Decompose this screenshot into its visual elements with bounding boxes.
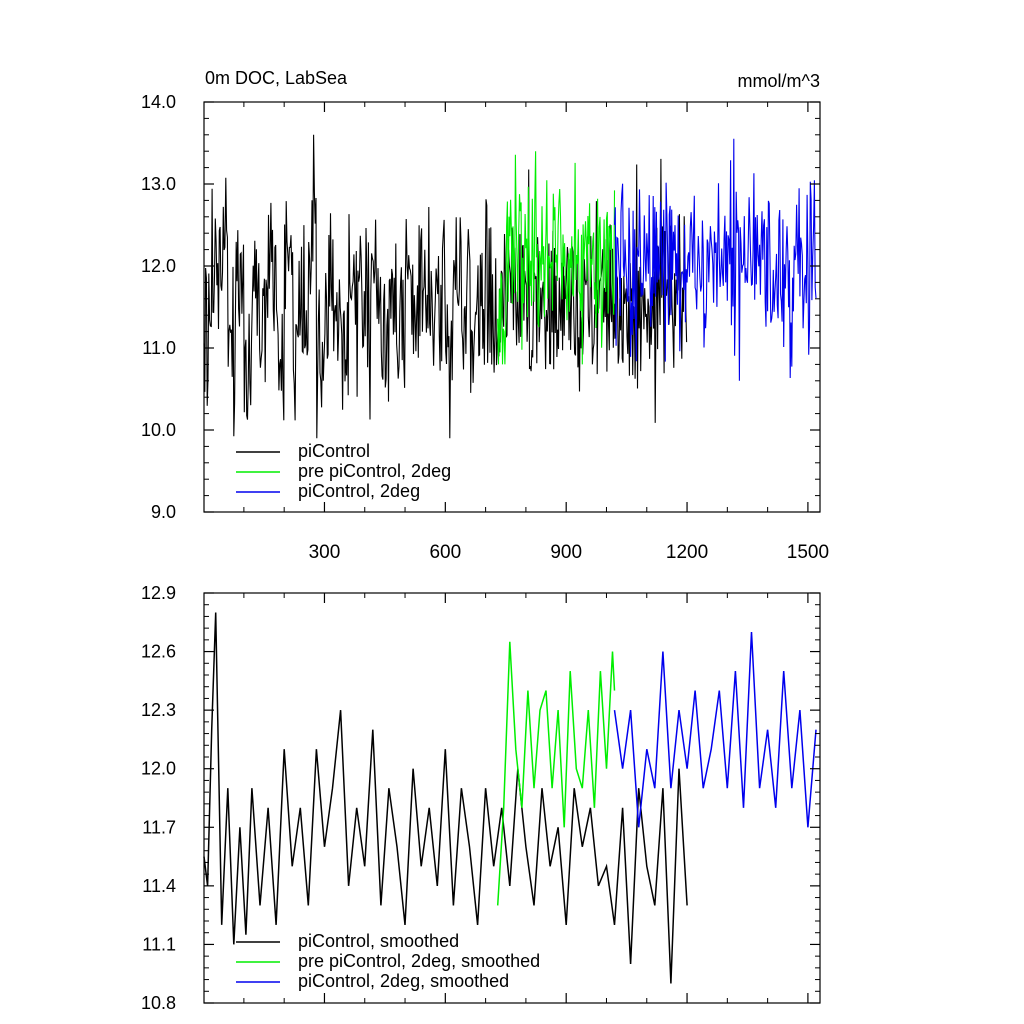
y-tick-label: 11.4: [142, 876, 176, 896]
legend-label: pre piControl, 2deg, smoothed: [298, 951, 540, 971]
legend-label: piControl: [298, 441, 370, 461]
x-tick-label: 300: [309, 542, 341, 563]
series-line-top-1: [497, 151, 616, 365]
x-tick-label: 1500: [787, 542, 829, 563]
y-tick-label: 12.0: [141, 759, 176, 779]
y-tick-label: 11.0: [142, 338, 176, 358]
top-plot-frame: [203, 101, 821, 513]
panel-top: 0m DOC, LabSea mmol/m^3 9.0 10.0 11.0 12.0 1…: [141, 68, 829, 563]
y-tick-label: 14.0: [141, 92, 176, 112]
series-line-bottom-0: [203, 612, 688, 984]
legend-label: piControl, smoothed: [298, 931, 459, 951]
legend-label: piControl, 2deg: [298, 481, 420, 501]
bottom-axis-ticks: 10.8 11.1 11.4 11.7 12.0 12.3 12.6 12.9: [141, 583, 820, 1013]
panel-bottom: 10.8 11.1 11.4 11.7 12.0 12.3 12.6 12.9 piContr…: [141, 583, 821, 1013]
y-tick-label: 12.6: [141, 642, 176, 662]
x-tick-label: 1200: [666, 542, 708, 563]
y-tick-label: 13.0: [141, 174, 176, 194]
series-line-top-2: [613, 138, 817, 381]
chart-title: 0m DOC, LabSea: [205, 68, 348, 88]
bottom-plot-frame: [203, 592, 821, 1004]
legend-label: piControl, 2deg, smoothed: [298, 971, 509, 991]
bottom-series-group: [203, 612, 817, 984]
y-tick-label: 11.7: [142, 817, 176, 837]
units-label: mmol/m^3: [738, 71, 820, 91]
y-tick-label: 12.9: [141, 583, 176, 603]
top-series-group: [203, 134, 817, 439]
y-tick-label: 12.0: [141, 256, 176, 276]
x-tick-label: 600: [429, 542, 461, 563]
legend-label: pre piControl, 2deg: [298, 461, 451, 481]
series-line-bottom-2: [613, 631, 817, 828]
x-tick-label: 900: [550, 542, 582, 563]
y-tick-label: 10.0: [141, 420, 176, 440]
y-tick-label: 11.1: [142, 934, 176, 954]
y-tick-label: 12.3: [141, 700, 176, 720]
top-axis-ticks: 9.0 10.0 11.0 12.0 13.0 14.0 300 600 900 1200 1500: [141, 92, 829, 563]
y-tick-label: 10.8: [141, 993, 176, 1013]
series-line-bottom-1: [496, 641, 616, 906]
y-tick-label: 9.0: [151, 502, 176, 522]
